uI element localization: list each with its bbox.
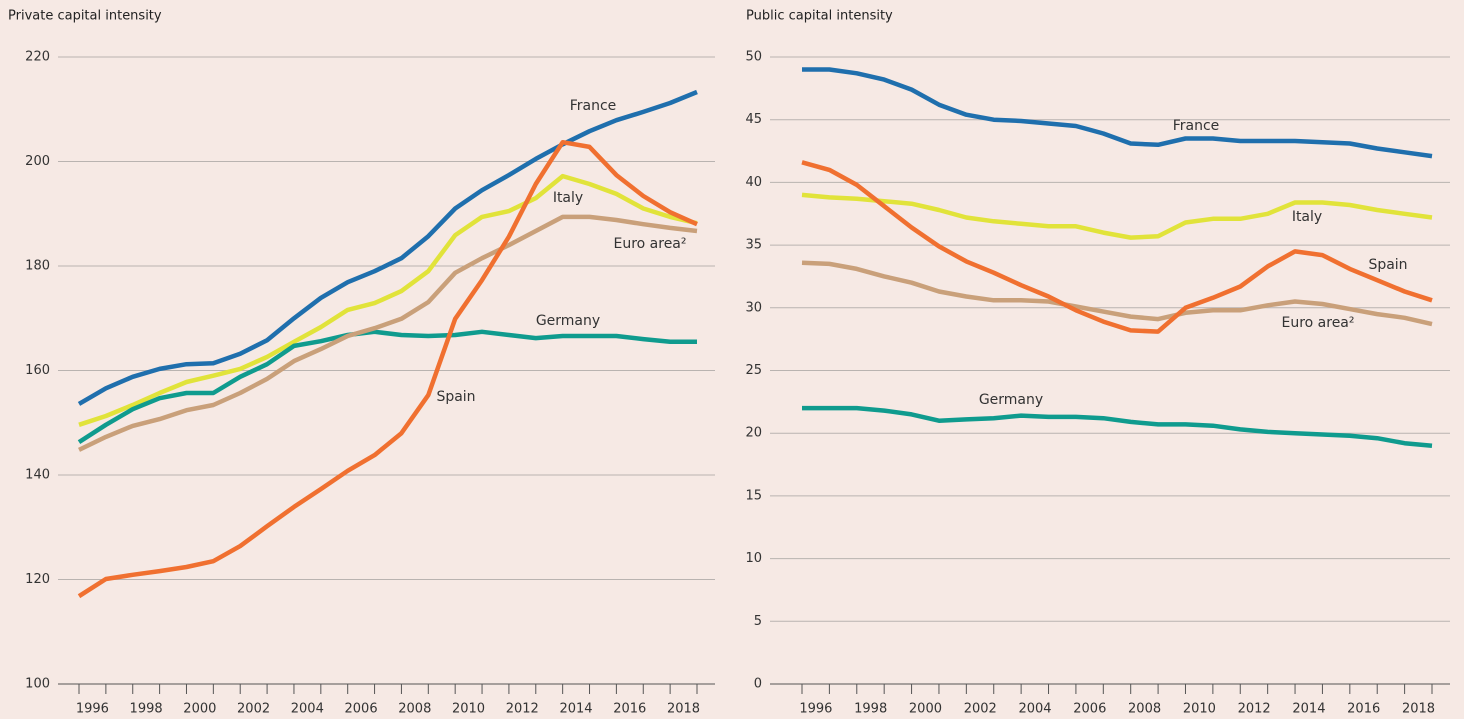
- x-tick-label: 2010: [452, 702, 485, 717]
- x-tick-label: 2008: [1128, 702, 1161, 717]
- x-tick-label: 1996: [76, 702, 109, 717]
- x-tick-label: 2004: [291, 702, 324, 717]
- x-tick-label: 1998: [130, 702, 163, 717]
- data-line: [77, 329, 697, 444]
- series-label: Spain: [1368, 257, 1407, 273]
- x-tick-label: 2000: [909, 702, 942, 717]
- data-line: [77, 89, 698, 406]
- data-line: [78, 214, 698, 452]
- y-tick-label: 180: [25, 259, 50, 274]
- x-tick-label: 2012: [1238, 702, 1271, 717]
- x-tick-label: 2014: [1292, 702, 1325, 717]
- x-tick-label: 2000: [183, 702, 216, 717]
- x-tick-label: 2002: [964, 702, 997, 717]
- y-tick-label: 120: [25, 572, 50, 587]
- x-tick-label: 2008: [398, 702, 431, 717]
- x-tick-label: 2016: [1347, 702, 1380, 717]
- x-tick-label: 2006: [345, 702, 378, 717]
- series-label: Euro area²: [613, 236, 686, 252]
- data-line: [801, 160, 1433, 334]
- chart-title: Private capital intensity: [8, 9, 162, 24]
- y-tick-label: 5: [754, 614, 762, 629]
- data-line: [78, 173, 698, 427]
- y-tick-label: 45: [745, 112, 762, 127]
- x-tick-label: 2016: [613, 702, 646, 717]
- y-tick-label: 200: [25, 154, 50, 169]
- series-label: Italy: [553, 190, 583, 206]
- y-tick-label: 30: [745, 300, 762, 315]
- y-tick-label: 100: [25, 677, 50, 692]
- x-tick-label: 1998: [854, 702, 887, 717]
- data-line: [802, 405, 1433, 448]
- data-line: [801, 260, 1433, 327]
- x-tick-label: 2002: [237, 702, 270, 717]
- x-tick-label: 2014: [559, 702, 592, 717]
- y-tick-label: 220: [25, 50, 50, 65]
- y-tick-label: 40: [745, 175, 762, 190]
- y-tick-label: 50: [745, 50, 762, 65]
- series-label: Italy: [1292, 209, 1322, 225]
- data-line: [77, 139, 698, 599]
- data-line: [802, 67, 1433, 159]
- series-label: France: [570, 98, 617, 114]
- data-line: [801, 192, 1433, 240]
- y-tick-label: 140: [25, 468, 50, 483]
- series-label: Spain: [436, 389, 475, 405]
- y-tick-label: 25: [745, 363, 762, 378]
- series-label: Euro area²: [1281, 315, 1354, 331]
- x-tick-label: 2010: [1183, 702, 1216, 717]
- x-tick-label: 1996: [799, 702, 832, 717]
- chart-title: Public capital intensity: [746, 9, 893, 24]
- series-label: Germany: [979, 392, 1043, 408]
- series-label: France: [1173, 118, 1220, 134]
- x-tick-label: 2018: [1402, 702, 1435, 717]
- y-tick-label: 15: [745, 488, 762, 503]
- y-tick-label: 20: [745, 426, 762, 441]
- series-label: Germany: [536, 313, 600, 329]
- x-tick-label: 2006: [1073, 702, 1106, 717]
- y-tick-label: 160: [25, 363, 50, 378]
- y-tick-label: 0: [754, 677, 762, 692]
- x-tick-label: 2004: [1018, 702, 1051, 717]
- x-tick-label: 2012: [506, 702, 539, 717]
- y-tick-label: 10: [745, 551, 762, 566]
- x-tick-label: 2018: [667, 702, 700, 717]
- y-tick-label: 35: [745, 238, 762, 253]
